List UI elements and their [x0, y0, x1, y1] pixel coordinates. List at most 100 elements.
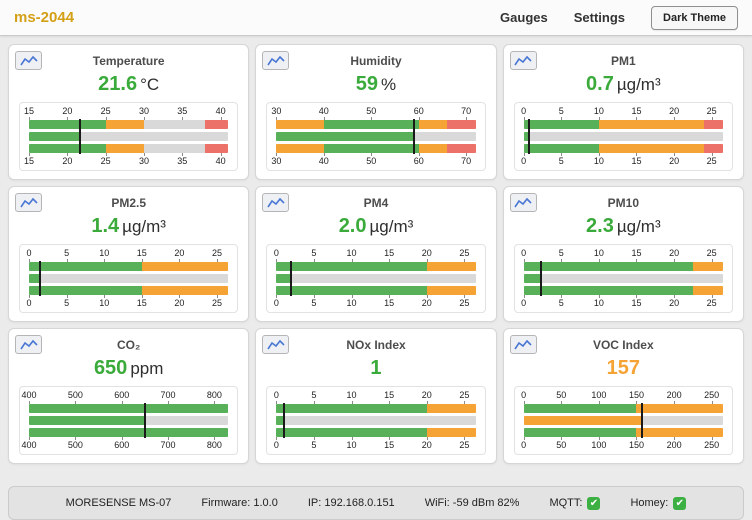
- tick-label: 25: [459, 298, 470, 308]
- value-bar: [29, 274, 229, 283]
- linear-gauge: 0 50 100 150 200 250 0 50 100 150 200 250: [513, 386, 733, 455]
- tick-label: 10: [346, 298, 357, 308]
- gauge-title: PM2.5: [111, 196, 146, 210]
- tick-label: 60: [413, 106, 424, 116]
- nav: Gauges Settings Dark Theme: [500, 5, 738, 30]
- history-chart-button[interactable]: [15, 51, 42, 70]
- history-chart-button[interactable]: [509, 193, 537, 212]
- tick-label: 10: [593, 156, 604, 166]
- zone-bar-bottom: [276, 286, 476, 295]
- tick-label: 5: [558, 106, 564, 116]
- tick-label: 60: [413, 156, 424, 166]
- tick-label: 70: [461, 106, 472, 116]
- gauge-title: CO₂: [116, 338, 141, 352]
- tick-label: 15: [631, 156, 642, 166]
- tick-label: 20: [669, 156, 680, 166]
- zone-bar-top: [523, 120, 723, 129]
- tick-label: 0: [521, 440, 527, 450]
- gauge-unit: %: [381, 75, 397, 94]
- firmware-version: Firmware: 1.0.0: [201, 497, 278, 509]
- gauge-bottom-labels: 0 5 10 15 20 25: [521, 298, 723, 309]
- linear-gauge: 0 5 10 15 20 25 0 5 10 15 20 25: [266, 244, 486, 313]
- tick-label: 500: [67, 440, 83, 450]
- history-chart-button[interactable]: [509, 51, 537, 70]
- tick-label: 15: [384, 440, 395, 450]
- gauge-title: PM1: [610, 54, 636, 68]
- ip-address: IP: 192.168.0.151: [307, 497, 395, 509]
- gauge-grid: Temperature 21.6 °C 15 20 25 30 35 40 15 20 25 30 35 4…: [0, 36, 752, 472]
- gauge-tick-marks: [523, 117, 723, 120]
- tick-label: 20: [62, 106, 73, 116]
- gauge-bars: [523, 119, 723, 154]
- history-chart-button[interactable]: [15, 335, 42, 354]
- line-chart-icon: [267, 197, 285, 207]
- gauge-top-labels: 0 50 100 150 200 250: [521, 390, 723, 401]
- zone-bar-bottom: [523, 286, 723, 295]
- zone-bar-top: [29, 404, 229, 413]
- zone-bar-bottom: [29, 144, 229, 153]
- gauge-tick-marks: [523, 437, 723, 440]
- tick-label: 40: [318, 156, 329, 166]
- value-bar: [276, 132, 476, 141]
- homey-label: Homey:: [630, 497, 669, 509]
- tick-label: 30: [138, 106, 149, 116]
- gauge-card-temperature: Temperature 21.6 °C 15 20 25 30 35 40 15 20 25 30 35 4…: [8, 44, 250, 180]
- tick-label: 20: [669, 248, 680, 258]
- gauge-tick-marks: [29, 153, 228, 156]
- gauge-card-nox: NOx Index 1 0 5 10 15 20 25 0 5 10 15 20 25: [255, 328, 497, 464]
- tick-label: 400: [21, 440, 37, 450]
- value-bar: [523, 416, 723, 425]
- gauge-top-labels: 15 20 25 30 35 40: [24, 106, 228, 117]
- gauge-bars: [29, 403, 229, 438]
- zone-bar-bottom: [523, 144, 723, 153]
- value-bar: [276, 416, 476, 425]
- tick-label: 5: [64, 298, 70, 308]
- gauge-bottom-labels: 400 500 600 700 800: [21, 440, 228, 451]
- tick-label: 30: [271, 106, 282, 116]
- gauge-title: PM4: [363, 196, 389, 210]
- tick-label: 25: [459, 440, 470, 450]
- tick-label: 25: [100, 156, 111, 166]
- history-chart-button[interactable]: [262, 335, 290, 354]
- tick-label: 700: [160, 390, 176, 400]
- nav-gauges[interactable]: Gauges: [500, 10, 548, 25]
- checkbox-checked-icon: [587, 496, 601, 510]
- dark-theme-button[interactable]: Dark Theme: [651, 5, 738, 30]
- tick-label: 25: [706, 248, 717, 258]
- tick-label: 600: [114, 390, 130, 400]
- gauge-tick-marks: [276, 437, 475, 440]
- tick-label: 25: [706, 298, 717, 308]
- gauge-top-labels: 30 40 50 60 70: [271, 106, 475, 117]
- tick-label: 15: [384, 390, 395, 400]
- line-chart-icon: [514, 197, 532, 207]
- line-chart-icon: [19, 55, 38, 65]
- history-chart-button[interactable]: [15, 193, 42, 212]
- tick-label: 200: [666, 390, 682, 400]
- history-chart-button[interactable]: [262, 51, 290, 70]
- tick-label: 50: [556, 440, 567, 450]
- gauge-card-voc: VOC Index 157 0 50 100 150 200 250 0 50 100 150 200 2…: [502, 328, 744, 464]
- gauge-bars: [29, 261, 229, 296]
- tick-label: 10: [346, 390, 357, 400]
- zone-bar-bottom: [276, 428, 476, 437]
- tick-label: 20: [174, 248, 185, 258]
- tick-label: 40: [215, 106, 226, 116]
- value-marker: [78, 119, 81, 154]
- gauge-bottom-labels: 0 5 10 15 20 25: [274, 298, 475, 309]
- history-chart-button[interactable]: [509, 335, 537, 354]
- nav-settings[interactable]: Settings: [573, 10, 626, 25]
- gauge-top-labels: 0 5 10 15 20 25: [521, 248, 723, 259]
- tick-label: 5: [558, 298, 564, 308]
- line-chart-icon: [267, 55, 285, 65]
- gauge-tick-marks: [29, 259, 228, 262]
- gauge-tick-marks: [276, 153, 475, 156]
- zone-bar-top: [523, 404, 723, 413]
- tick-label: 150: [628, 390, 644, 400]
- zone-bar-top: [276, 404, 476, 413]
- tick-label: 0: [521, 298, 527, 308]
- tick-label: 20: [421, 298, 432, 308]
- history-chart-button[interactable]: [262, 193, 290, 212]
- gauge-unit: µg/m³: [616, 217, 661, 236]
- tick-label: 25: [459, 248, 470, 258]
- linear-gauge: 15 20 25 30 35 40 15 20 25 30 35 40: [19, 102, 239, 171]
